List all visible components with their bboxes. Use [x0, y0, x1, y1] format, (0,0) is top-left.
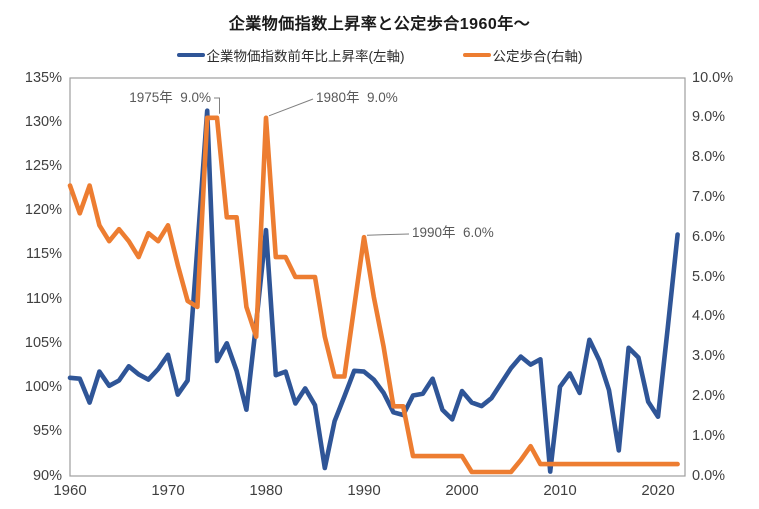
x-axis-tick-label: 1990: [347, 482, 381, 499]
discount-rate-line-swatch-icon: [462, 52, 491, 58]
x-axis-tick-label: 2000: [445, 482, 479, 499]
right-axis-tick-label: 1.0%: [692, 427, 726, 444]
left-axis-tick-label: 130%: [24, 113, 62, 130]
left-axis-tick-label: 110%: [25, 290, 62, 307]
cgpi-line-swatch-icon: [176, 52, 205, 58]
legend: 企業物価指数前年比上昇率(左軸) 公定歩合(右軸): [0, 45, 759, 65]
legend-label-discount-rate: 公定歩合(右軸): [492, 49, 583, 64]
annotation-1990: 1990年 6.0%: [412, 225, 494, 240]
legend-item-cgpi: 企業物価指数前年比上昇率(左軸): [176, 45, 405, 65]
x-axis-tick-label: 2010: [543, 482, 577, 499]
series-line-cgpi: [67, 108, 680, 474]
right-axis-tick-label: 3.0%: [692, 348, 726, 365]
series-line-discount-rate: [67, 115, 680, 475]
legend-item-discount-rate: 公定歩合(右軸): [462, 45, 583, 65]
left-axis-tick-label: 105%: [24, 334, 62, 351]
left-axis-tick-label: 125%: [24, 157, 62, 174]
annotation-1975: 1975年 9.0%: [129, 90, 211, 105]
annotation-connector: [366, 233, 410, 236]
x-axis-tick-label: 1960: [53, 482, 87, 499]
x-axis-tick-label: 1980: [249, 482, 283, 499]
plot-border: [69, 77, 686, 477]
chart-title: 企業物価指数上昇率と公定歩合1960年～: [228, 16, 531, 33]
left-axis-tick-label: 120%: [24, 202, 62, 219]
left-axis-tick-label: 135%: [24, 69, 62, 86]
right-axis-tick-label: 9.0%: [692, 109, 726, 126]
right-axis-tick-label: 7.0%: [692, 188, 726, 205]
annotation-1980: 1980年 9.0%: [316, 90, 398, 105]
right-axis-tick-label: 6.0%: [692, 228, 726, 245]
left-axis-tick-label: 90%: [32, 467, 62, 484]
annotation-connector: [268, 98, 314, 117]
legend-label-cgpi: 企業物価指数前年比上昇率(左軸): [206, 49, 405, 64]
x-axis-tick-label: 1970: [151, 482, 185, 499]
right-axis-tick-label: 2.0%: [692, 387, 726, 404]
left-axis-tick-label: 115%: [25, 246, 62, 263]
x-axis-tick-label: 2020: [641, 482, 675, 499]
right-axis-tick-label: 10.0%: [692, 69, 734, 86]
left-axis-tick-label: 95%: [32, 423, 62, 440]
right-axis-tick-label: 8.0%: [692, 149, 726, 166]
annotation-connector: [214, 97, 220, 114]
right-axis-tick-label: 4.0%: [692, 308, 726, 325]
right-axis-tick-label: 5.0%: [692, 268, 726, 285]
right-axis-tick-label: 0.0%: [692, 467, 726, 484]
left-axis-tick-label: 100%: [24, 379, 62, 396]
